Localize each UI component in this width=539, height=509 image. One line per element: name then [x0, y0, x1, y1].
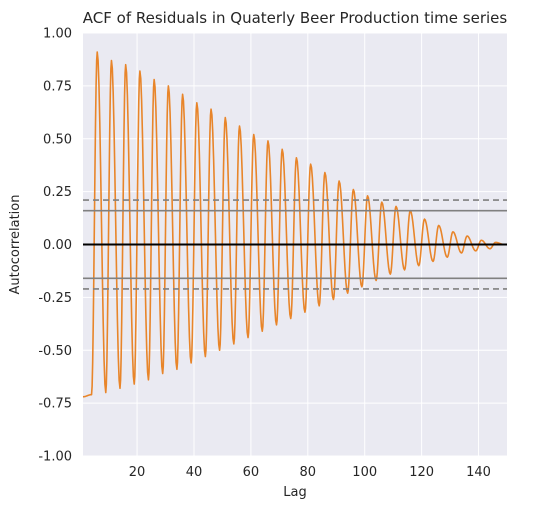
x-tick-label: 80 [300, 465, 317, 480]
y-tick-label: 0.75 [43, 79, 72, 94]
chart-title: ACF of Residuals in Quaterly Beer Produc… [83, 9, 508, 27]
y-tick-labels: -1.00 -0.75 -0.50 -0.25 0.00 0.25 0.50 0.75 1.00 [38, 27, 72, 465]
y-axis-label: Autocorrelation [8, 195, 23, 295]
y-tick-label: 0.00 [43, 238, 72, 253]
x-tick-labels: 20 40 60 80 100 120 140 [129, 465, 491, 480]
x-tick-label: 100 [352, 465, 377, 480]
y-tick-label: 0.25 [43, 185, 72, 200]
y-tick-label: -1.00 [38, 450, 72, 465]
y-tick-label: -0.25 [38, 291, 72, 306]
grid-lines [83, 32, 507, 457]
y-tick-label: 1.00 [43, 27, 72, 42]
acf-series-line [82, 51, 508, 398]
series-layer [82, 51, 508, 398]
y-tick-label: 0.50 [43, 132, 72, 147]
confidence-lines [83, 199, 507, 290]
x-tick-label: 60 [243, 465, 260, 480]
x-tick-label: 20 [129, 465, 146, 480]
y-tick-label: -0.50 [38, 344, 72, 359]
x-tick-label: 140 [466, 465, 491, 480]
y-tick-label: -0.75 [38, 397, 72, 412]
x-tick-label: 40 [186, 465, 203, 480]
x-tick-label: 120 [409, 465, 434, 480]
x-axis-label: Lag [283, 485, 306, 500]
